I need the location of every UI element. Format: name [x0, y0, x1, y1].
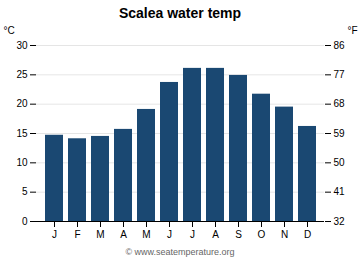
svg-text:J: J: [167, 229, 172, 240]
svg-text:D: D: [304, 229, 311, 240]
svg-text:M: M: [96, 229, 104, 240]
svg-text:0: 0: [22, 216, 28, 227]
svg-text:J: J: [190, 229, 195, 240]
svg-text:N: N: [281, 229, 288, 240]
svg-text:O: O: [258, 229, 266, 240]
svg-text:86: 86: [334, 40, 346, 51]
svg-text:°C: °C: [4, 25, 15, 36]
svg-text:50: 50: [334, 157, 346, 168]
svg-text:30: 30: [16, 40, 28, 51]
svg-text:10: 10: [16, 157, 28, 168]
svg-text:68: 68: [334, 98, 346, 109]
svg-text:F: F: [74, 229, 80, 240]
svg-text:32: 32: [334, 216, 346, 227]
svg-text:20: 20: [16, 98, 28, 109]
svg-text:°F: °F: [347, 25, 357, 36]
svg-text:5: 5: [22, 186, 28, 197]
svg-text:25: 25: [16, 69, 28, 80]
svg-text:M: M: [142, 229, 150, 240]
html-text:© www.seatemperature.org: © www.seatemperature.org: [125, 247, 235, 257]
svg-text:77: 77: [334, 69, 346, 80]
svg-text:J: J: [52, 229, 57, 240]
html-text:Scalea water temp: Scalea water temp: [118, 5, 242, 21]
svg-text:A: A: [212, 229, 219, 240]
svg-text:15: 15: [16, 128, 28, 139]
svg-text:A: A: [120, 229, 127, 240]
svg-text:S: S: [235, 229, 242, 240]
svg-text:41: 41: [334, 186, 346, 197]
svg-text:59: 59: [334, 128, 346, 139]
